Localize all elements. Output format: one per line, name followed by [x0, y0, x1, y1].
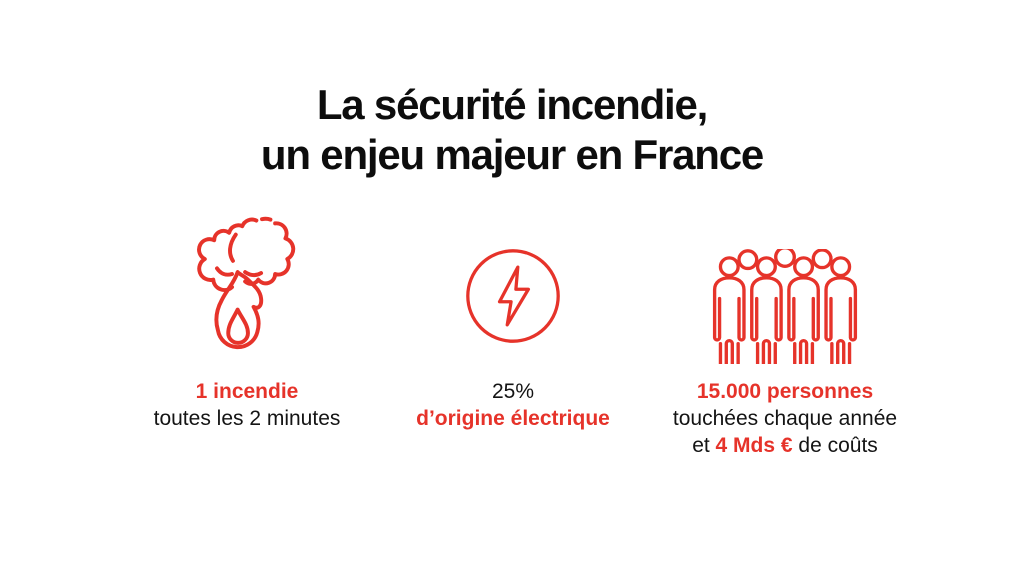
stat-text-electric: 25% d’origine électrique	[353, 378, 673, 432]
stat-fire-caption: toutes les 2 minutes	[153, 407, 341, 430]
flame-smoke-icon	[197, 216, 296, 350]
title-line-1: La sécurité incendie,	[316, 81, 708, 128]
stat-people-value: 15.000 personnes	[696, 380, 874, 403]
stat-column-people: 15.000 personnes touchées chaque année e…	[625, 212, 945, 459]
stat-fire-value: 1 incendie	[195, 380, 299, 403]
lightning-circle-icon	[466, 249, 560, 343]
title-line-2: un enjeu majeur en France	[260, 131, 764, 178]
costs-highlight: 4 Mds €	[715, 434, 793, 457]
lightning-icon-box	[353, 212, 673, 364]
stat-electric-value: 25%	[491, 380, 535, 403]
stats-row: 1 incendie toutes les 2 minutes 25% d’or…	[0, 212, 1024, 472]
stat-people-caption: touchées chaque année	[672, 407, 898, 430]
page-title: La sécurité incendie, un enjeu majeur en…	[0, 80, 1024, 180]
stat-people-costs-line: et 4 Mds € de coûts	[625, 432, 945, 459]
people-group-icon	[712, 249, 858, 364]
stat-text-people: 15.000 personnes touchées chaque année e…	[625, 378, 945, 459]
stat-text-fire: 1 incendie toutes les 2 minutes	[87, 378, 407, 432]
stat-electric-caption: d’origine électrique	[416, 407, 610, 430]
stat-column-fire: 1 incendie toutes les 2 minutes	[87, 212, 407, 432]
people-icon-box	[625, 212, 945, 364]
costs-suffix: de coûts	[792, 434, 878, 457]
costs-prefix: et	[692, 434, 716, 457]
stat-column-electric: 25% d’origine électrique	[353, 212, 673, 432]
fire-icon-box	[87, 212, 407, 364]
